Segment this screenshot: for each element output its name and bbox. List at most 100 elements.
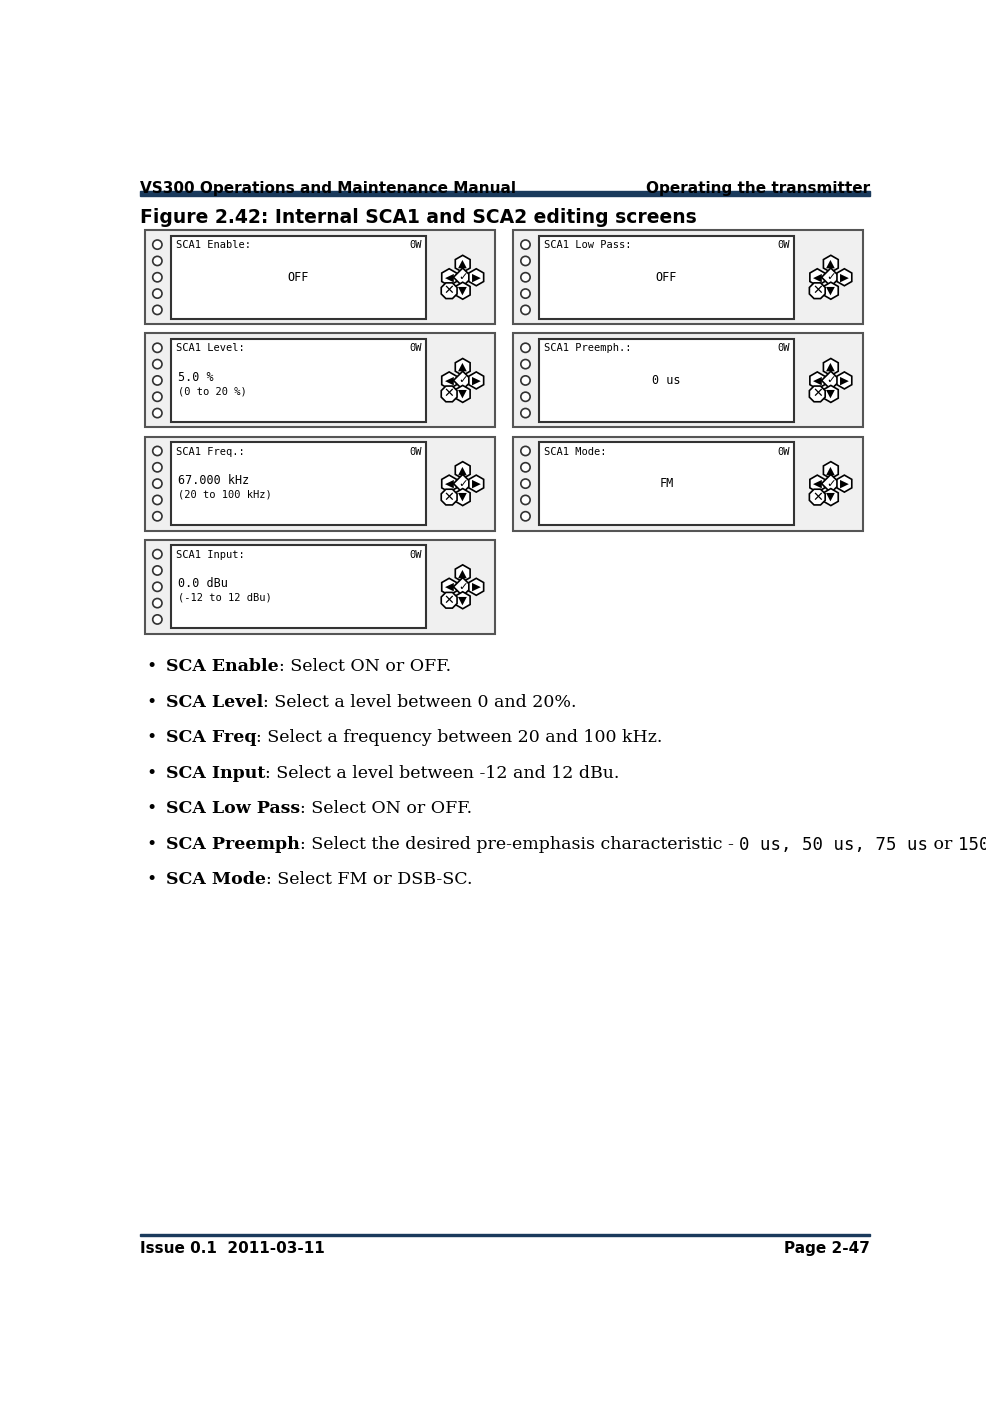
Circle shape — [153, 583, 162, 591]
Text: ▲: ▲ — [458, 362, 467, 372]
Text: OFF: OFF — [288, 271, 309, 284]
Circle shape — [521, 409, 530, 418]
Text: 150 us: 150 us — [957, 835, 986, 854]
Text: 0 us: 0 us — [653, 373, 680, 388]
Polygon shape — [837, 372, 852, 389]
Text: SCA1 Enable:: SCA1 Enable: — [176, 241, 251, 251]
Text: ▼: ▼ — [826, 286, 835, 296]
Circle shape — [153, 512, 162, 522]
Circle shape — [153, 409, 162, 418]
Bar — [140, 191, 871, 195]
Bar — [513, 436, 864, 530]
Polygon shape — [442, 372, 457, 389]
Circle shape — [153, 272, 162, 282]
Text: ✕: ✕ — [444, 388, 455, 400]
Text: FM: FM — [660, 477, 673, 490]
Polygon shape — [823, 489, 838, 506]
Text: ✕: ✕ — [444, 594, 455, 607]
Polygon shape — [821, 372, 840, 389]
Text: ▼: ▼ — [458, 389, 467, 399]
Bar — [539, 235, 794, 319]
Text: (20 to 100 kHz): (20 to 100 kHz) — [177, 489, 271, 499]
Polygon shape — [456, 489, 470, 506]
Polygon shape — [442, 593, 458, 608]
Text: 0W: 0W — [409, 343, 422, 353]
Text: ▼: ▼ — [458, 596, 467, 606]
Text: ◀: ◀ — [812, 272, 821, 282]
Bar — [539, 442, 794, 526]
Polygon shape — [456, 255, 470, 272]
Text: •: • — [147, 658, 157, 675]
Circle shape — [153, 256, 162, 265]
Polygon shape — [810, 489, 825, 504]
Polygon shape — [837, 269, 852, 286]
Text: ▲: ▲ — [458, 259, 467, 269]
Circle shape — [521, 479, 530, 489]
Bar — [513, 333, 864, 428]
Polygon shape — [810, 386, 825, 402]
Text: SCA Level: SCA Level — [166, 694, 263, 711]
Text: ▶: ▶ — [472, 581, 481, 591]
Polygon shape — [454, 475, 472, 493]
Text: : Select the desired pre-emphasis characteristic -: : Select the desired pre-emphasis charac… — [300, 835, 739, 852]
Polygon shape — [456, 359, 470, 375]
Circle shape — [521, 496, 530, 504]
Text: ▶: ▶ — [840, 272, 849, 282]
Text: SCA1 Mode:: SCA1 Mode: — [544, 446, 606, 456]
Bar — [172, 546, 426, 628]
Polygon shape — [821, 475, 840, 493]
Text: SCA1 Freq.:: SCA1 Freq.: — [176, 446, 245, 456]
Text: ✓: ✓ — [826, 375, 836, 385]
Text: SCA1 Input:: SCA1 Input: — [176, 550, 245, 560]
Polygon shape — [454, 372, 472, 389]
Polygon shape — [823, 462, 838, 479]
Circle shape — [153, 343, 162, 352]
Circle shape — [153, 614, 162, 624]
Text: 0W: 0W — [409, 446, 422, 456]
Text: Operating the transmitter: Operating the transmitter — [646, 181, 871, 197]
Text: ▲: ▲ — [458, 569, 467, 579]
Text: ✕: ✕ — [444, 284, 455, 298]
Text: 67.000 kHz: 67.000 kHz — [177, 475, 248, 487]
Text: ✓: ✓ — [458, 375, 467, 385]
Text: ▶: ▶ — [840, 479, 849, 489]
Text: : Select FM or DSB-SC.: : Select FM or DSB-SC. — [266, 871, 472, 888]
Bar — [172, 235, 426, 319]
Text: •: • — [147, 799, 157, 817]
Text: ▲: ▲ — [826, 259, 835, 269]
Circle shape — [153, 359, 162, 369]
Text: ▶: ▶ — [840, 375, 849, 385]
Bar — [172, 442, 426, 526]
Bar — [145, 540, 495, 634]
Bar — [145, 231, 495, 325]
Polygon shape — [456, 591, 470, 608]
Text: ▲: ▲ — [458, 465, 467, 475]
Text: SCA Low Pass: SCA Low Pass — [166, 799, 300, 817]
Circle shape — [521, 392, 530, 402]
Polygon shape — [454, 268, 472, 286]
Polygon shape — [442, 284, 458, 299]
Text: 0W: 0W — [409, 550, 422, 560]
Bar — [140, 1234, 871, 1235]
Text: ◀: ◀ — [445, 581, 454, 591]
Text: ◀: ◀ — [445, 479, 454, 489]
Polygon shape — [823, 359, 838, 375]
Circle shape — [521, 239, 530, 249]
Polygon shape — [821, 268, 840, 286]
Text: ▲: ▲ — [826, 362, 835, 372]
Text: (0 to 20 %): (0 to 20 %) — [177, 386, 246, 396]
Polygon shape — [456, 282, 470, 299]
Text: ✕: ✕ — [811, 490, 822, 503]
Polygon shape — [468, 579, 484, 596]
Circle shape — [153, 479, 162, 489]
Text: ✓: ✓ — [826, 479, 836, 489]
Circle shape — [521, 272, 530, 282]
Text: ▶: ▶ — [472, 479, 481, 489]
Text: 5.0 %: 5.0 % — [177, 370, 213, 383]
Circle shape — [521, 359, 530, 369]
Polygon shape — [442, 579, 457, 596]
Circle shape — [153, 392, 162, 402]
Text: ▶: ▶ — [472, 375, 481, 385]
Text: : Select a frequency between 20 and 100 kHz.: : Select a frequency between 20 and 100 … — [256, 730, 663, 747]
Text: ▲: ▲ — [826, 465, 835, 475]
